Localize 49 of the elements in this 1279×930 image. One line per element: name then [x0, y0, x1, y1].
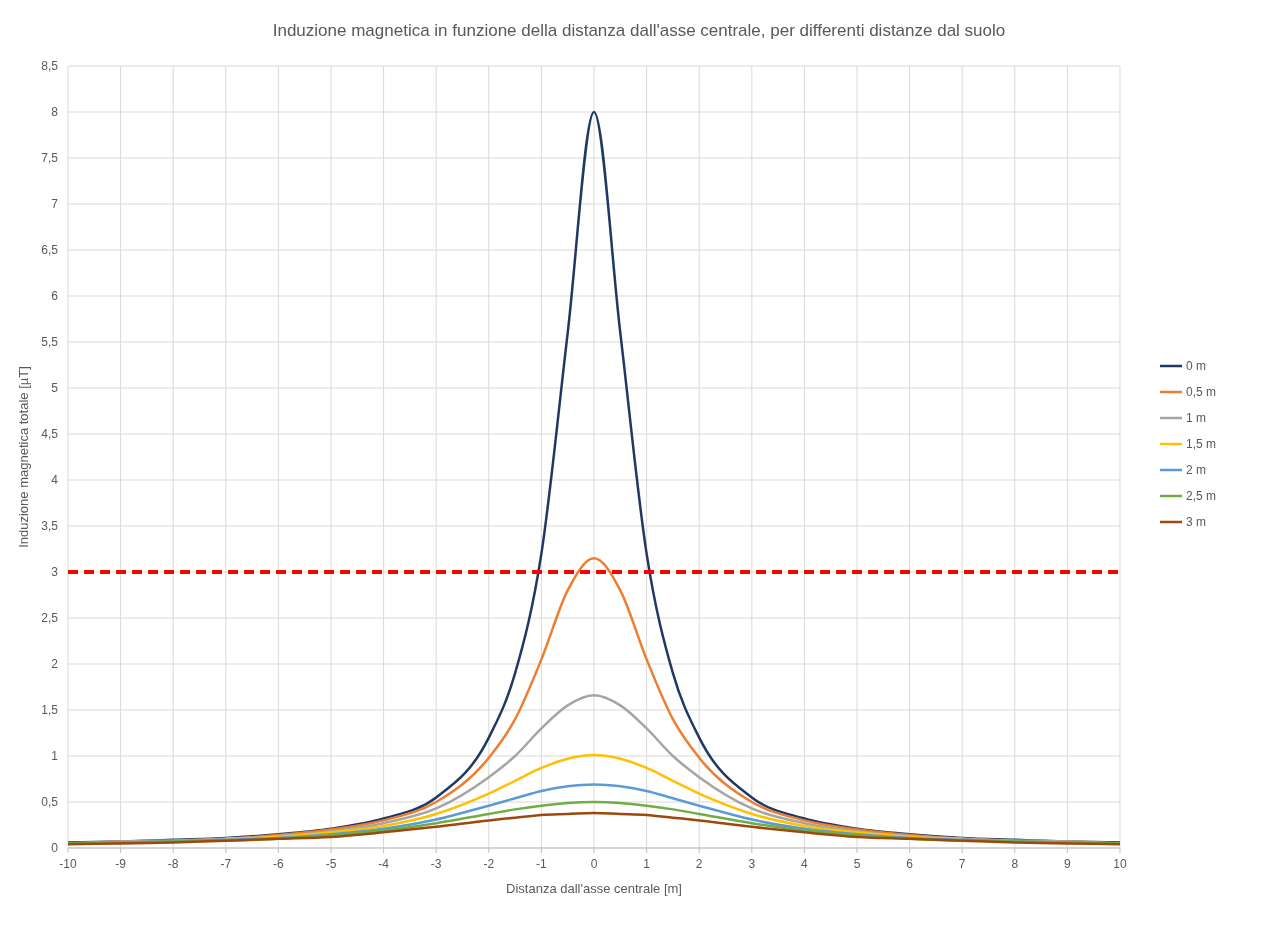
y-tick-label: 0 [51, 841, 59, 855]
legend-label: 1,5 m [1186, 437, 1217, 451]
legend-label: 2 m [1186, 463, 1207, 477]
legend-label: 0 m [1186, 359, 1207, 373]
legend-label: 3 m [1186, 515, 1207, 529]
x-tick-label: 5 [853, 857, 861, 871]
y-tick-label: 2 [51, 657, 59, 671]
legend-label: 0,5 m [1186, 385, 1217, 399]
x-tick-label: -3 [430, 857, 442, 871]
x-axis-title: Distanza dall'asse centrale [m] [506, 881, 682, 896]
y-tick-label: 4 [51, 473, 59, 487]
y-tick-label: 4,5 [41, 427, 59, 441]
y-tick-label: 6 [51, 289, 59, 303]
x-tick-label: 3 [748, 857, 756, 871]
x-tick-label: -1 [536, 857, 548, 871]
y-tick-label: 5 [51, 381, 59, 395]
y-tick-label: 1 [51, 749, 59, 763]
y-tick-label: 3 [51, 565, 59, 579]
y-tick-label: 7,5 [41, 151, 59, 165]
y-tick-label: 6,5 [41, 243, 59, 257]
x-tick-label: 2 [695, 857, 703, 871]
x-tick-label: 0 [590, 857, 598, 871]
y-tick-label: 2,5 [41, 611, 59, 625]
x-tick-label: 8 [1011, 857, 1019, 871]
y-tick-label: 0,5 [41, 795, 59, 809]
x-tick-label: -4 [378, 857, 390, 871]
y-tick-label: 1,5 [41, 703, 59, 717]
x-tick-label: -6 [273, 857, 285, 871]
y-tick-label: 3,5 [41, 519, 59, 533]
chart-title: Induzione magnetica in funzione della distanza dall'asse centrale, per differenti distanze dal suolo [272, 21, 1006, 40]
y-tick-label: 5,5 [41, 335, 59, 349]
x-tick-label: 7 [958, 857, 966, 871]
legend-label: 2,5 m [1186, 489, 1217, 503]
y-tick-label: 8,5 [41, 59, 59, 73]
x-tick-label: -7 [220, 857, 232, 871]
x-tick-label: -2 [483, 857, 495, 871]
y-tick-label: 8 [51, 105, 59, 119]
y-tick-label: 7 [51, 197, 59, 211]
x-tick-label: 4 [801, 857, 809, 871]
x-tick-label: 9 [1064, 857, 1072, 871]
y-axis-title: Induzione magnetica totale [µT] [16, 366, 31, 548]
x-tick-label: -10 [59, 857, 77, 871]
x-tick-label: -5 [325, 857, 337, 871]
x-tick-label: 1 [643, 857, 651, 871]
x-tick-label: 10 [1113, 857, 1127, 871]
x-tick-label: 6 [906, 857, 914, 871]
x-tick-label: -9 [115, 857, 127, 871]
legend-label: 1 m [1186, 411, 1207, 425]
x-tick-label: -8 [167, 857, 179, 871]
